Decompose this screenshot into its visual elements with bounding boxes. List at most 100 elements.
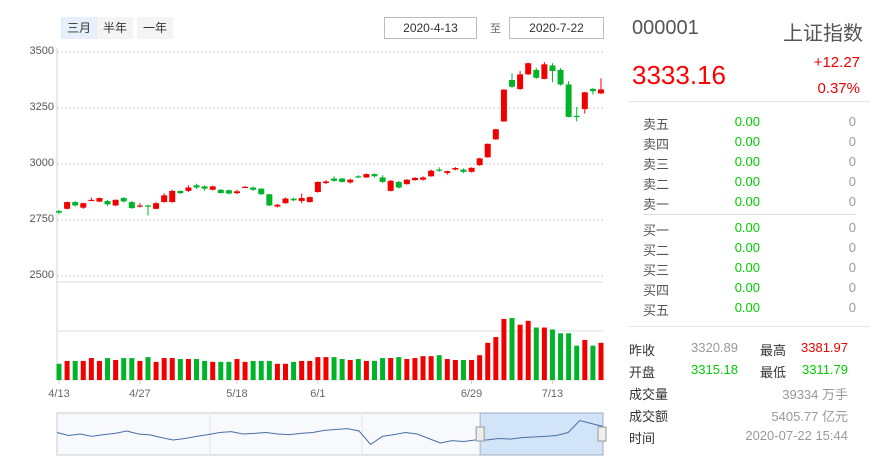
- candle-body: [363, 174, 370, 178]
- y-tick-label: 2750: [29, 213, 54, 225]
- volume-bar: [566, 333, 572, 380]
- candle-body: [436, 169, 443, 171]
- volume-bar: [380, 358, 386, 380]
- volume-bar: [404, 359, 410, 380]
- range-1y-button[interactable]: 一年: [137, 17, 174, 39]
- candle-body: [371, 174, 378, 177]
- volume-bar: [412, 358, 418, 380]
- candle-body: [128, 202, 135, 209]
- stock-code: 000001: [632, 17, 699, 39]
- bid-level-label: 买二: [643, 243, 670, 258]
- low-label: 最低: [760, 365, 787, 380]
- divider: [643, 214, 856, 215]
- volume-bar: [283, 363, 289, 380]
- bid-price: 0.00: [734, 220, 760, 235]
- candle-body: [557, 69, 564, 85]
- price-change: +12.27: [813, 54, 860, 71]
- time-value: 2020-07-22 15:44: [745, 428, 848, 443]
- candle-body: [355, 176, 362, 178]
- volume-bar: [558, 333, 564, 380]
- candle-body: [274, 204, 281, 207]
- candle-body: [468, 167, 475, 172]
- candle-body: [161, 195, 168, 203]
- candle-body: [104, 200, 111, 205]
- candle-body: [144, 205, 151, 207]
- y-tick-label: 2500: [29, 269, 54, 281]
- candle-body: [298, 198, 305, 201]
- candle-body: [136, 205, 143, 207]
- ask-price: 0.00: [734, 114, 760, 129]
- volume-bar: [210, 361, 216, 380]
- candle-body: [306, 197, 313, 203]
- bid-volume: 0: [848, 300, 856, 315]
- candle-body: [428, 170, 435, 177]
- volume-bar: [105, 358, 111, 380]
- candle-body: [460, 169, 467, 172]
- navigator-handle[interactable]: [475, 426, 485, 442]
- y-tick-label: 3250: [29, 101, 54, 113]
- bid-level-label: 买五: [643, 303, 670, 318]
- candle-body: [339, 178, 346, 182]
- volume-bar: [250, 360, 256, 380]
- bid-volume: 0: [848, 240, 856, 255]
- ask-price: 0.00: [734, 134, 760, 149]
- date-from-input[interactable]: 2020-4-13: [384, 17, 477, 39]
- ask-price: 0.00: [734, 154, 760, 169]
- kline-chart[interactable]: [0, 0, 620, 475]
- candle-body: [452, 168, 459, 170]
- ask-level-label: 卖四: [643, 137, 670, 152]
- volume-bar: [388, 358, 394, 380]
- date-to-input[interactable]: 2020-7-22: [509, 17, 604, 39]
- candle-body: [322, 181, 329, 184]
- candle-body: [525, 63, 532, 75]
- volume-bar: [274, 363, 280, 380]
- volume-bar: [72, 360, 78, 380]
- volume-bar: [88, 358, 94, 380]
- volume-bar: [339, 359, 345, 380]
- bid-price: 0.00: [734, 300, 760, 315]
- volume-bar: [194, 359, 200, 380]
- volume-bar: [258, 360, 264, 380]
- volume-bar: [185, 359, 191, 380]
- volume-bar: [501, 318, 507, 380]
- x-tick-label: 4/13: [48, 388, 70, 400]
- volume-bar: [153, 361, 159, 380]
- x-tick-label: 4/27: [129, 388, 151, 400]
- volume-bar: [363, 360, 369, 380]
- volume-value: 39334 万手: [782, 387, 848, 402]
- bid-level-label: 买四: [643, 283, 670, 298]
- volume-bar: [56, 363, 62, 380]
- candle-body: [290, 198, 297, 201]
- volume-bar: [96, 360, 102, 380]
- candle-body: [201, 186, 208, 189]
- ask-level-label: 卖一: [643, 197, 670, 212]
- candle-body: [258, 188, 265, 195]
- time-label: 时间: [629, 431, 656, 446]
- volume-bar: [113, 359, 119, 380]
- volume-bar: [493, 337, 499, 380]
- volume-bar: [517, 324, 523, 380]
- ask-volume: 0: [848, 154, 856, 169]
- price-change-pct: 0.37%: [817, 80, 860, 97]
- ask-price: 0.00: [734, 194, 760, 209]
- volume-bar: [315, 357, 321, 380]
- volume-bar: [145, 357, 151, 380]
- volume-bar: [590, 345, 596, 380]
- ask-level-label: 卖二: [643, 177, 670, 192]
- candle-body: [177, 190, 184, 194]
- volume-bar: [525, 320, 531, 380]
- range-3m-button[interactable]: 三月: [61, 17, 98, 39]
- candle-body: [549, 65, 556, 72]
- navigator-handle[interactable]: [597, 426, 607, 442]
- bid-volume: 0: [848, 220, 856, 235]
- volume-bar: [169, 358, 175, 380]
- divider: [628, 326, 870, 327]
- range-6m-button[interactable]: 半年: [97, 17, 134, 39]
- volume-bar: [121, 358, 127, 380]
- high-label: 最高: [760, 343, 787, 358]
- candle-body: [379, 177, 386, 182]
- candle-body: [266, 194, 273, 206]
- x-tick-label: 6/1: [310, 388, 326, 400]
- volume-bar: [226, 361, 232, 380]
- volume-bar: [469, 359, 475, 380]
